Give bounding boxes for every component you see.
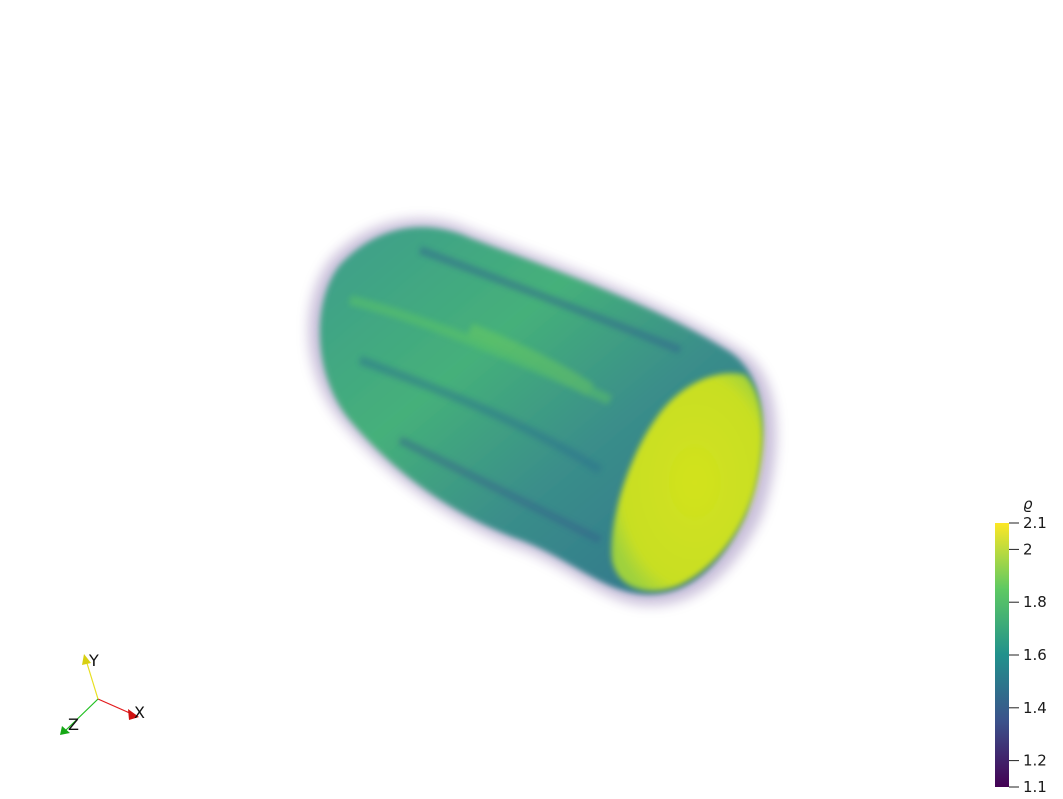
z-axis-line (65, 698, 99, 731)
x-axis-label: X (134, 703, 145, 722)
body-streaks (348, 246, 682, 544)
volume-object (308, 218, 777, 606)
y-axis-label: Y (88, 651, 99, 670)
colorbar-tick-label: 1.6 (1023, 646, 1047, 664)
colorbar-tick-label: 1.2 (1023, 752, 1047, 770)
cylinder-end-face (611, 373, 763, 592)
colorbar-gradient (995, 523, 1009, 787)
colorbar-ticks: 2.1 2 1.8 1.6 1.4 1.2 1.1 (1009, 514, 1047, 796)
colorbar-tick-label: 1.1 (1023, 778, 1047, 796)
y-axis-cone (82, 654, 91, 665)
colorbar: ϱ 2.1 2 1.8 1.6 1.4 1.2 1.1 (995, 495, 1047, 796)
z-axis-label: Z (68, 715, 79, 734)
x-axis-line (97, 698, 133, 715)
z-axis-cone (60, 726, 70, 735)
orientation-axes[interactable]: X Y Z (40, 640, 170, 750)
x-axis-cone (128, 709, 139, 720)
colorbar-title: ϱ (1023, 495, 1033, 513)
colorbar-tick-label: 2 (1023, 540, 1033, 558)
colorbar-tick-label: 1.8 (1023, 593, 1047, 611)
colorbar-tick-label: 2.1 (1023, 514, 1047, 532)
y-axis-line (85, 659, 99, 700)
colorbar-tick-label: 1.4 (1023, 699, 1047, 717)
